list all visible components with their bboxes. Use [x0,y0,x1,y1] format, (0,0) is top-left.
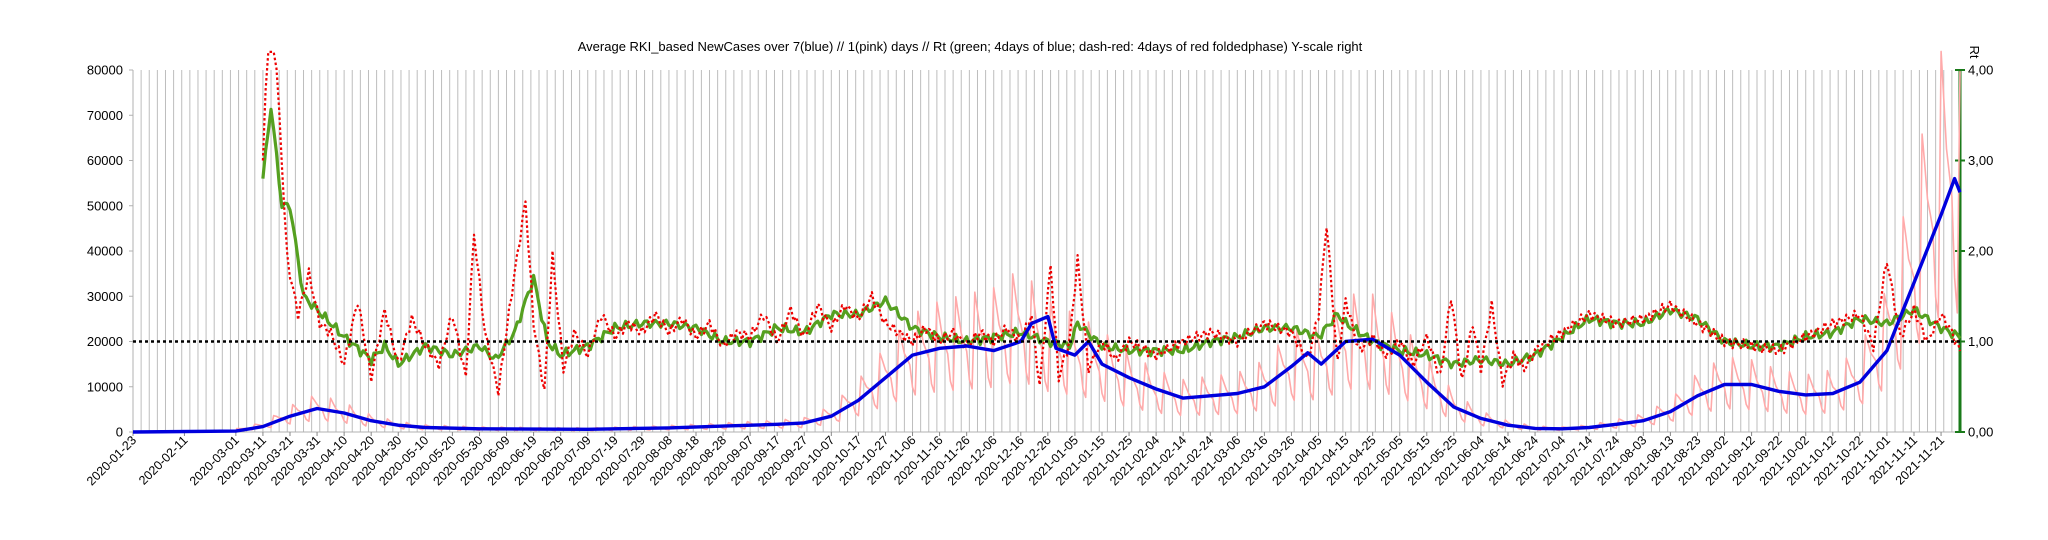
right-tick-label: 2,00 [1968,244,1993,259]
left-tick-label: 20000 [87,334,123,349]
x-axis: 2020-01-232020-02-112020-03-012020-03-11… [84,432,1947,488]
left-tick-label: 60000 [87,153,123,168]
series-lines [132,50,1962,434]
left-tick-label: 80000 [87,63,123,78]
right-tick-label: 0,00 [1968,425,1993,440]
right-axis-label: Rt [1967,46,1982,59]
series-line-cases7 [132,176,1962,434]
chart-title: Average RKI_based NewCases over 7(blue) … [578,39,1363,54]
right-tick-label: 4,00 [1968,63,1993,78]
right-tick-label: 3,00 [1968,153,1993,168]
left-tick-label: 70000 [87,108,123,123]
left-tick-label: 50000 [87,198,123,213]
series-line-rt-green [261,107,1962,370]
left-tick-label: 0 [116,425,123,440]
vertical-gridlines [132,70,1961,432]
left-tick-label: 10000 [87,379,123,394]
left-tick-label: 30000 [87,289,123,304]
right-tick-label: 1,00 [1968,334,1993,349]
series-line-rt-red [261,50,1962,397]
left-tick-label: 40000 [87,244,123,259]
left-y-axis: 0 10000 20000 30000 40000 50000 60000 70000 8000… [87,63,1960,440]
